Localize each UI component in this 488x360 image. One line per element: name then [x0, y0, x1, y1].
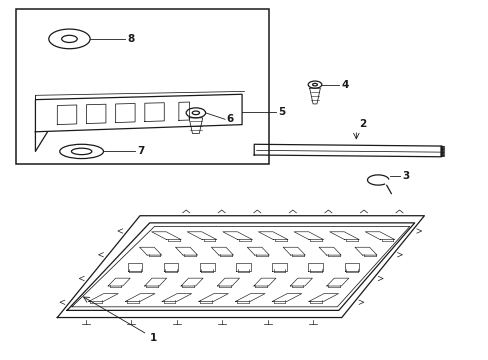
Text: 5: 5 [278, 107, 285, 117]
Text: 3: 3 [402, 171, 409, 181]
Text: 7: 7 [137, 147, 144, 157]
Text: 6: 6 [225, 114, 233, 124]
Text: 8: 8 [127, 34, 135, 44]
Text: 2: 2 [358, 119, 365, 129]
Text: 1: 1 [149, 333, 157, 343]
Text: 4: 4 [341, 80, 348, 90]
Bar [16, 9, 268, 164]
